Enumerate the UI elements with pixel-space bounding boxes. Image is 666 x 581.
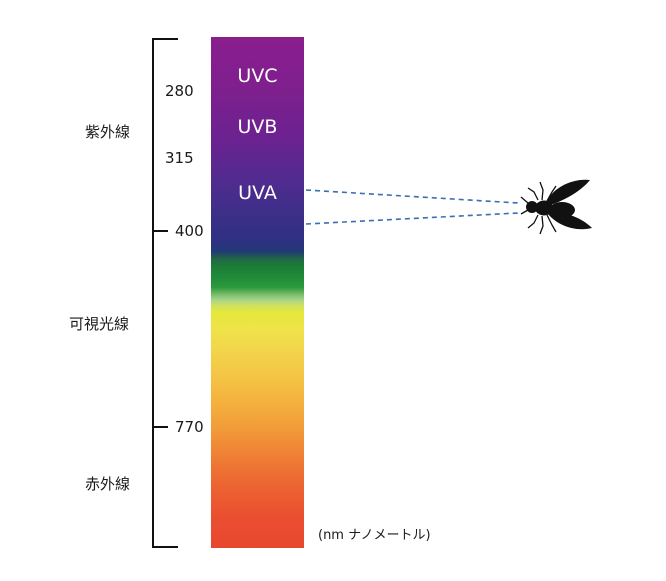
- bracket-top-cap: [152, 38, 178, 40]
- bracket-vertical-line: [152, 38, 154, 548]
- tick-label-315: 315: [165, 149, 194, 167]
- region-label-visible-light: 可視光線: [69, 315, 130, 333]
- region-label-infrared: 赤外線: [85, 475, 131, 493]
- band-label-uvb: UVB: [237, 116, 278, 138]
- bracket-bottom-cap: [152, 546, 178, 548]
- sight-line-lower: [305, 212, 519, 225]
- tick-mark-400: [152, 230, 168, 232]
- unit-note: (nm ナノメートル): [318, 528, 431, 543]
- band-label-uvc: UVC: [237, 65, 278, 87]
- tick-mark-770: [152, 426, 168, 428]
- tick-label-280: 280: [165, 82, 194, 100]
- region-label-ultraviolet: 紫外線: [85, 123, 131, 141]
- tick-label-400: 400: [175, 222, 204, 240]
- tick-label-770: 770: [175, 418, 204, 436]
- spectrum-bar: [211, 37, 304, 548]
- fly-sight-diagram: [305, 179, 592, 235]
- band-label-uva: UVA: [238, 182, 277, 204]
- fly-icon: [520, 179, 592, 235]
- sight-line-upper: [305, 189, 519, 204]
